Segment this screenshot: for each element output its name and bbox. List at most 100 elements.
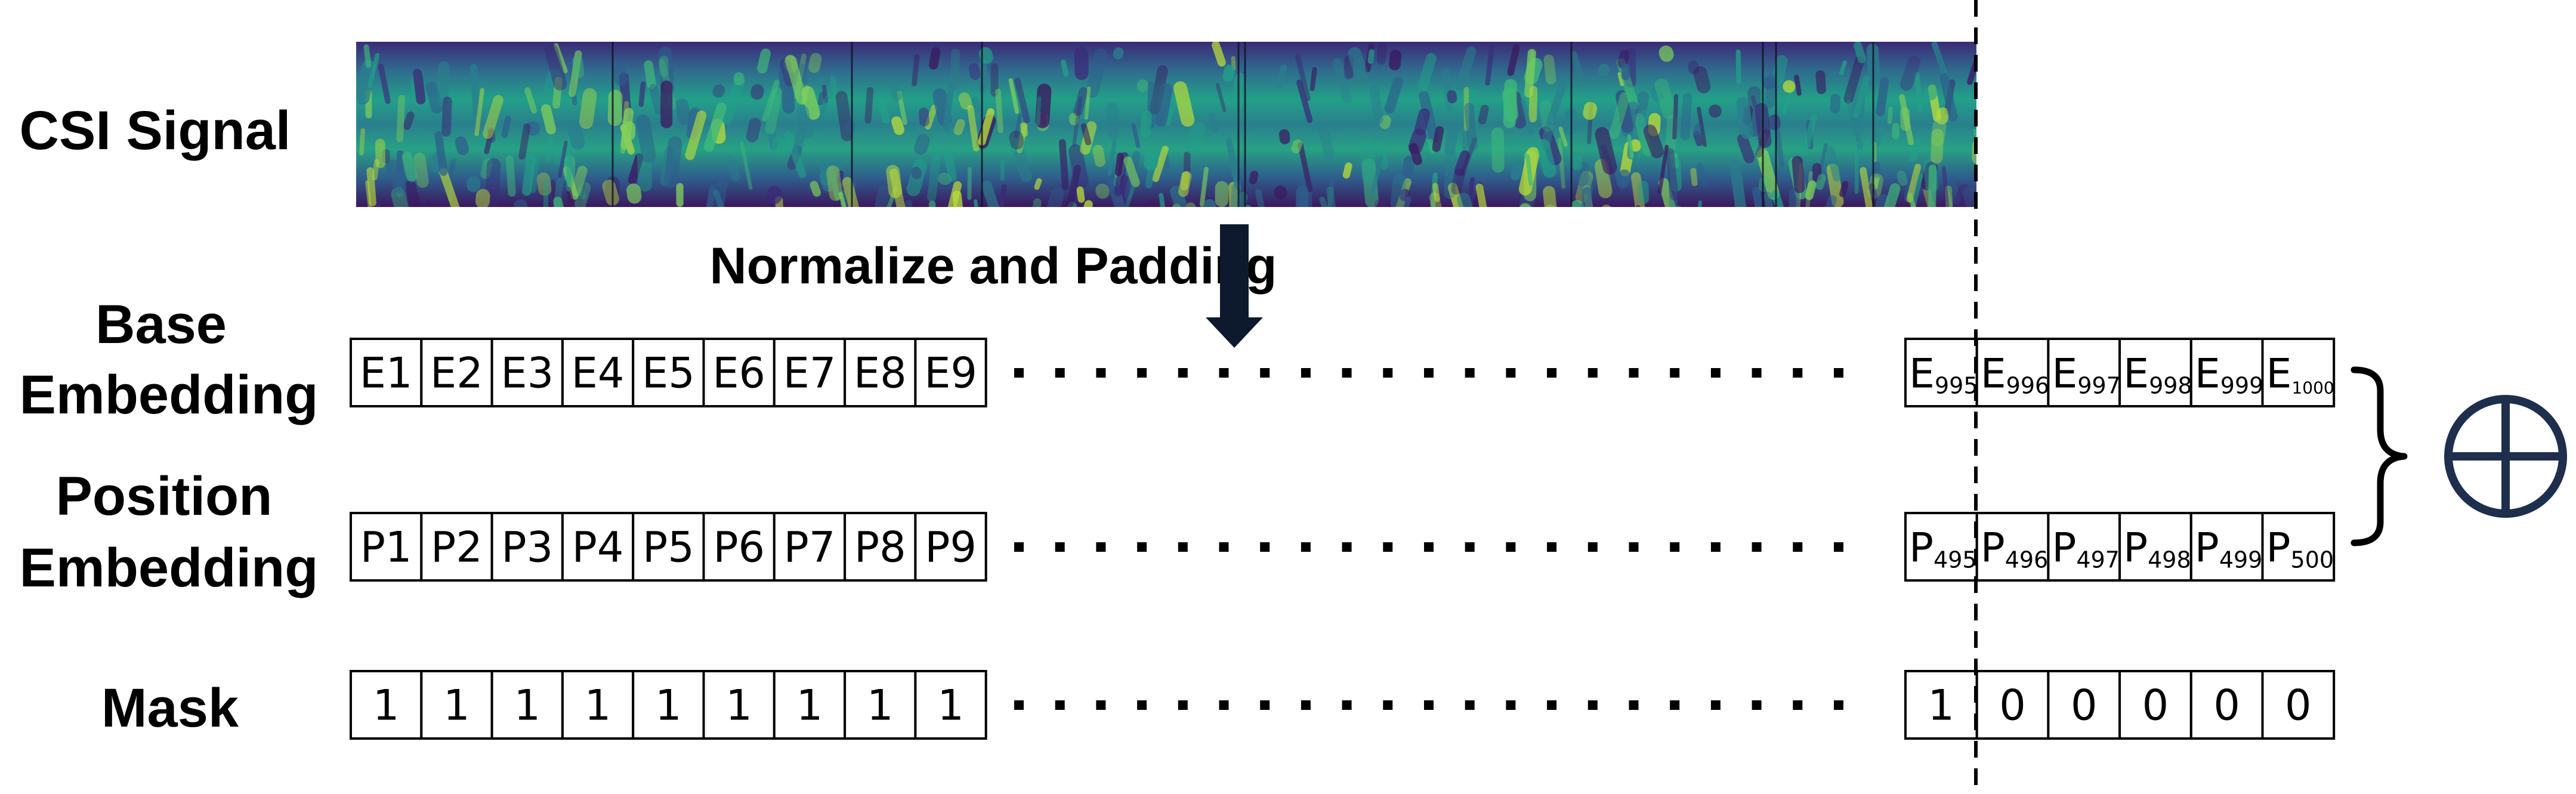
heatmap-texture <box>1369 85 1383 125</box>
heatmap-texture <box>1519 205 1534 207</box>
position-cell-label: P5 <box>643 523 694 572</box>
heatmap-texture <box>540 104 557 135</box>
base-cell <box>350 338 423 407</box>
heatmap-texture <box>1014 78 1030 123</box>
base-cell-label-subscript: 1000 <box>2291 378 2334 398</box>
heatmap-texture <box>524 87 538 114</box>
heatmap-texture <box>1274 186 1287 200</box>
heatmap-texture <box>711 179 728 207</box>
position-cell <box>632 512 705 582</box>
mask-cell <box>420 670 493 740</box>
heatmap-texture <box>1144 148 1159 171</box>
mask-cell-label: 1 <box>373 681 400 730</box>
ellipsis-dot <box>1587 700 1598 710</box>
base-cell-label-subscript: 995 <box>1935 373 1978 399</box>
mask-cell-label: 0 <box>2071 681 2098 730</box>
base-cell <box>1904 338 1978 407</box>
base-embedding-label-line1: Base <box>95 294 227 355</box>
heatmap-texture <box>1447 90 1457 104</box>
heatmap-texture <box>953 119 965 135</box>
heatmap-texture <box>1675 205 1687 207</box>
heatmap-texture <box>1537 139 1556 178</box>
heatmap-texture <box>505 155 516 197</box>
position-embedding-label-line2: Embedding <box>20 537 319 598</box>
heatmap-texture <box>703 102 727 152</box>
heatmap-texture <box>1763 76 1776 90</box>
position-cell <box>420 512 493 582</box>
ellipsis-dot <box>1670 700 1680 710</box>
heatmap-texture <box>455 136 469 156</box>
ellipsis-dot <box>1342 368 1352 378</box>
heatmap-texture <box>659 55 669 77</box>
heatmap-texture <box>441 97 452 137</box>
base-embedding-row: E1 E2 E3 E4 E5 E6 E7 E8 E9 E995 E996 E997 E998 E999 E1… <box>350 338 2336 407</box>
heatmap-texture <box>425 81 443 114</box>
ellipsis-dot <box>1752 368 1762 378</box>
heatmap-texture <box>1034 178 1042 190</box>
heatmap-texture <box>1362 158 1379 207</box>
heatmap-texture <box>572 182 586 207</box>
heatmap-texture <box>1524 48 1536 98</box>
base-cell-label-subscript: 997 <box>2077 373 2121 399</box>
heatmap-texture <box>1230 191 1248 207</box>
heatmap-texture <box>927 152 941 202</box>
heatmap-texture <box>1080 123 1092 146</box>
heatmap-texture <box>1693 123 1701 136</box>
heatmap-texture <box>518 123 531 160</box>
heatmap-texture <box>822 84 828 103</box>
heatmap-texture <box>996 184 1007 207</box>
heatmap-texture <box>558 140 568 178</box>
ellipsis-dot <box>1793 368 1803 378</box>
position-cell <box>2189 512 2264 582</box>
csi-signal-heatmap <box>356 42 1976 207</box>
base-cell <box>490 338 564 407</box>
heatmap-texture <box>1536 204 1556 207</box>
heatmap-texture <box>635 114 656 163</box>
heatmap-texture <box>762 79 780 122</box>
heatmap-texture <box>1333 58 1352 103</box>
heatmap-texture <box>1650 85 1664 103</box>
base-cell-label-subscript: 998 <box>2149 373 2192 399</box>
heatmap-texture <box>1668 180 1678 207</box>
position-cell <box>1975 512 2050 582</box>
position-cell-label: P497 <box>2052 525 2120 573</box>
heatmap-texture <box>551 179 557 200</box>
heatmap-texture <box>553 196 566 207</box>
heatmap-texture <box>1939 73 1958 122</box>
heatmap-texture <box>1395 196 1411 207</box>
position-cell-label: P500 <box>2266 525 2334 573</box>
heatmap-texture <box>1432 126 1444 152</box>
heatmap-texture <box>1860 167 1873 207</box>
heatmap-texture <box>1275 64 1287 89</box>
heatmap-texture <box>958 92 972 110</box>
heatmap-texture <box>772 136 787 156</box>
heatmap-texture <box>1136 79 1149 92</box>
ellipsis-dot <box>1219 700 1229 710</box>
heatmap-texture <box>1296 79 1313 123</box>
position-cell-label: P9 <box>925 523 977 572</box>
position-cell <box>844 512 917 582</box>
heatmap-texture <box>1417 53 1437 92</box>
heatmap-texture <box>1463 86 1469 131</box>
heatmap-texture <box>1528 85 1538 123</box>
ellipsis-dot <box>1506 700 1516 710</box>
heatmap-texture <box>1752 186 1765 207</box>
ellipsis-dot <box>1834 700 1843 710</box>
base-cell <box>2261 338 2336 407</box>
heatmap-texture <box>1768 114 1781 131</box>
heatmap-texture <box>1485 45 1495 86</box>
base-cell-label-base: E <box>2195 351 2220 398</box>
heatmap-texture <box>995 88 1003 134</box>
heatmap-texture <box>1697 200 1702 207</box>
ellipsis-dot <box>1055 700 1065 710</box>
heatmap-texture <box>1570 51 1586 86</box>
base-cell <box>702 338 776 407</box>
circled-plus-icon <box>2444 395 2567 518</box>
base-cell-label: E997 <box>2052 351 2121 399</box>
base-cell-label-base: E <box>1909 351 1935 398</box>
heatmap-texture <box>971 97 982 113</box>
heatmap-texture <box>1066 165 1082 207</box>
heatmap-texture <box>946 181 962 207</box>
heatmap-texture <box>1516 203 1532 207</box>
heatmap-texture <box>413 68 426 105</box>
